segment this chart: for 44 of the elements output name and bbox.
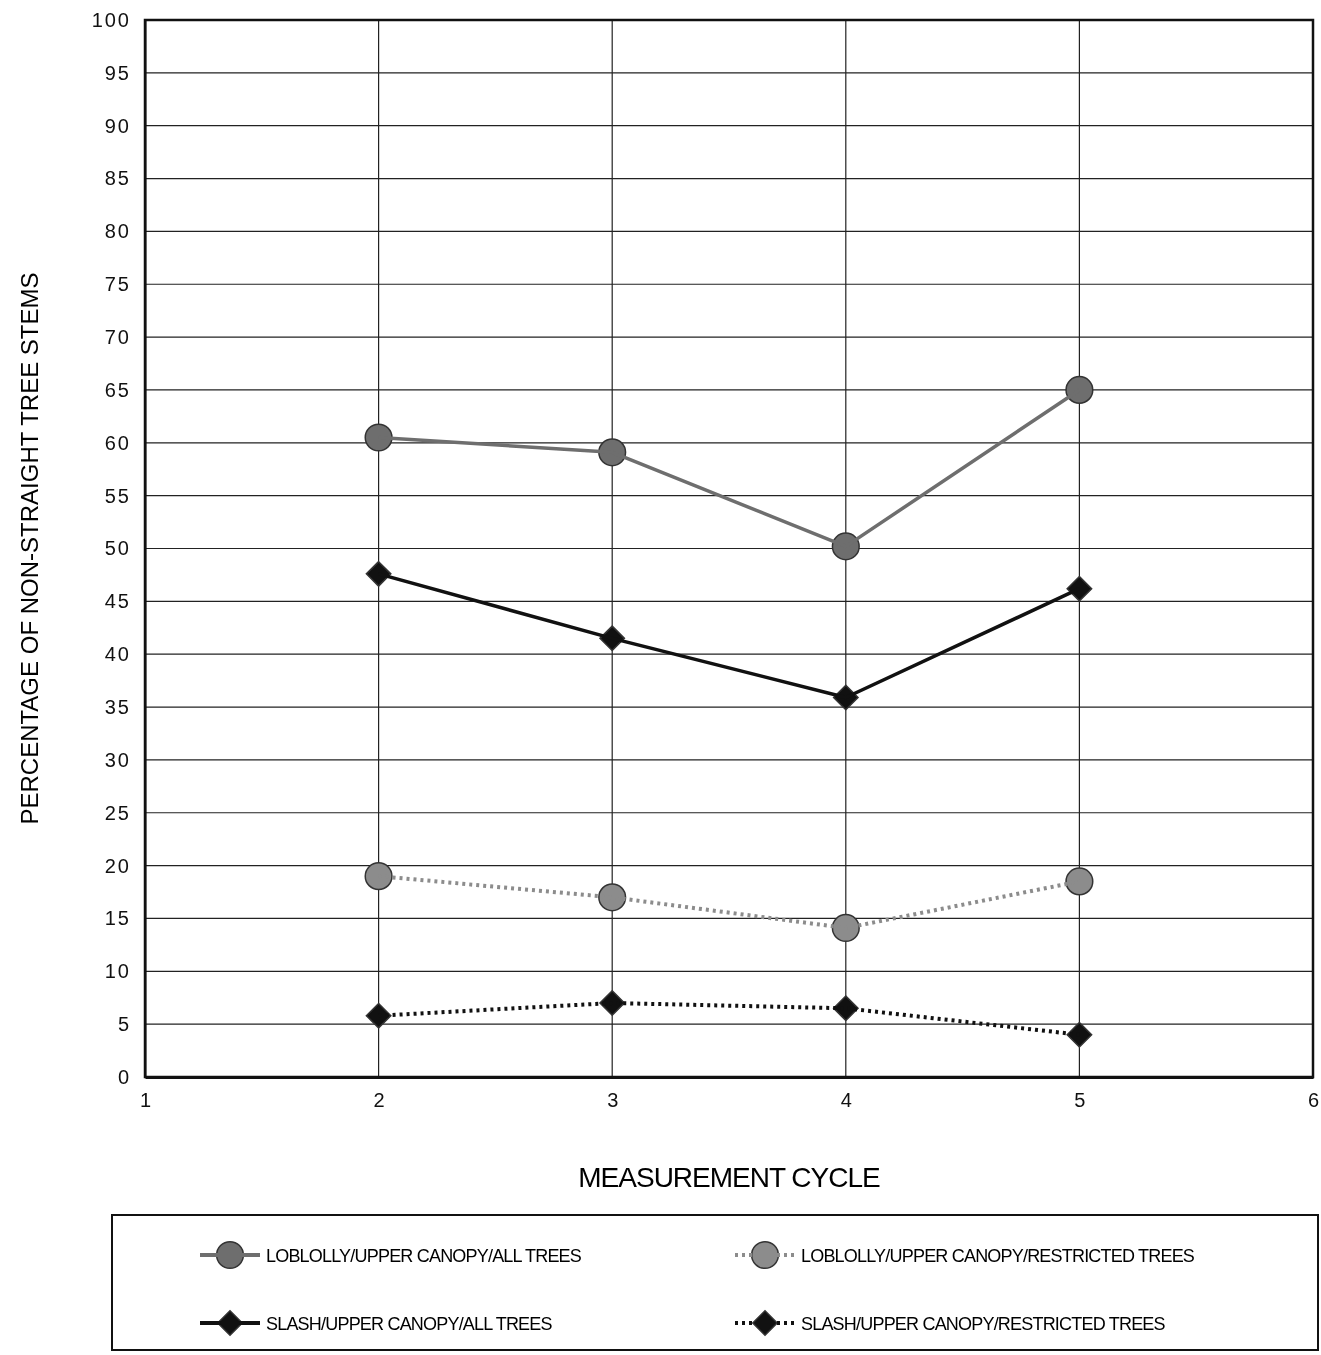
y-tick-label: 80 [104, 220, 131, 243]
point [598, 883, 627, 912]
y-tick-label: 45 [104, 590, 131, 613]
y-tick-label: 35 [104, 695, 131, 718]
y-tick-label: 75 [104, 273, 131, 296]
y-tick-label: 95 [104, 61, 131, 84]
y-axis-title: PERCENTAGE OF NON-STRAIGHT TREE STEMS [16, 272, 43, 825]
y-tick-label: 55 [104, 484, 131, 507]
point [1066, 575, 1093, 602]
point [364, 423, 393, 452]
point [364, 862, 393, 891]
y-tick-label: 100 [91, 8, 131, 31]
x-tick-label: 2 [373, 1089, 385, 1112]
legend-label: SLASH/UPPER CANOPY/RESTRICTED TREES [801, 1314, 1166, 1334]
legend-label: LOBLOLLY/UPPER CANOPY/RESTRICTED TREES [801, 1246, 1195, 1266]
point [365, 1002, 392, 1029]
x-tick-label: 5 [1074, 1089, 1086, 1112]
legend-label: SLASH/UPPER CANOPY/ALL TREES [266, 1314, 553, 1334]
point [365, 560, 392, 587]
y-tick-label: 50 [104, 537, 131, 560]
x-axis-title: MEASUREMENT CYCLE [578, 1162, 881, 1193]
y-tick-label: 60 [104, 431, 131, 454]
point [831, 913, 860, 943]
y-tick-label: 10 [104, 960, 131, 983]
x-tick-label: 1 [139, 1089, 152, 1112]
y-tick-label: 85 [104, 167, 131, 190]
y-tick-label: 20 [104, 854, 131, 877]
x-tick-label: 4 [840, 1089, 852, 1112]
legend-label: LOBLOLLY/UPPER CANOPY/ALL TREES [266, 1246, 582, 1266]
y-tick-label: 15 [104, 907, 131, 930]
y-tick-label: 30 [104, 748, 131, 771]
point [599, 990, 626, 1016]
point [1066, 1021, 1093, 1048]
y-tick-label: 70 [104, 326, 131, 348]
y-tick-label: 90 [104, 114, 131, 137]
y-tick-label: 25 [104, 801, 131, 824]
point [1065, 375, 1094, 405]
y-tick-label: 5 [117, 1013, 131, 1036]
x-tick-label: 6 [1307, 1089, 1320, 1112]
point [1065, 867, 1094, 896]
x-tick-label: 3 [607, 1089, 619, 1112]
y-tick-label: 40 [104, 643, 131, 666]
y-tick-label: 65 [104, 378, 131, 401]
y-tick-label: 0 [117, 1065, 131, 1088]
